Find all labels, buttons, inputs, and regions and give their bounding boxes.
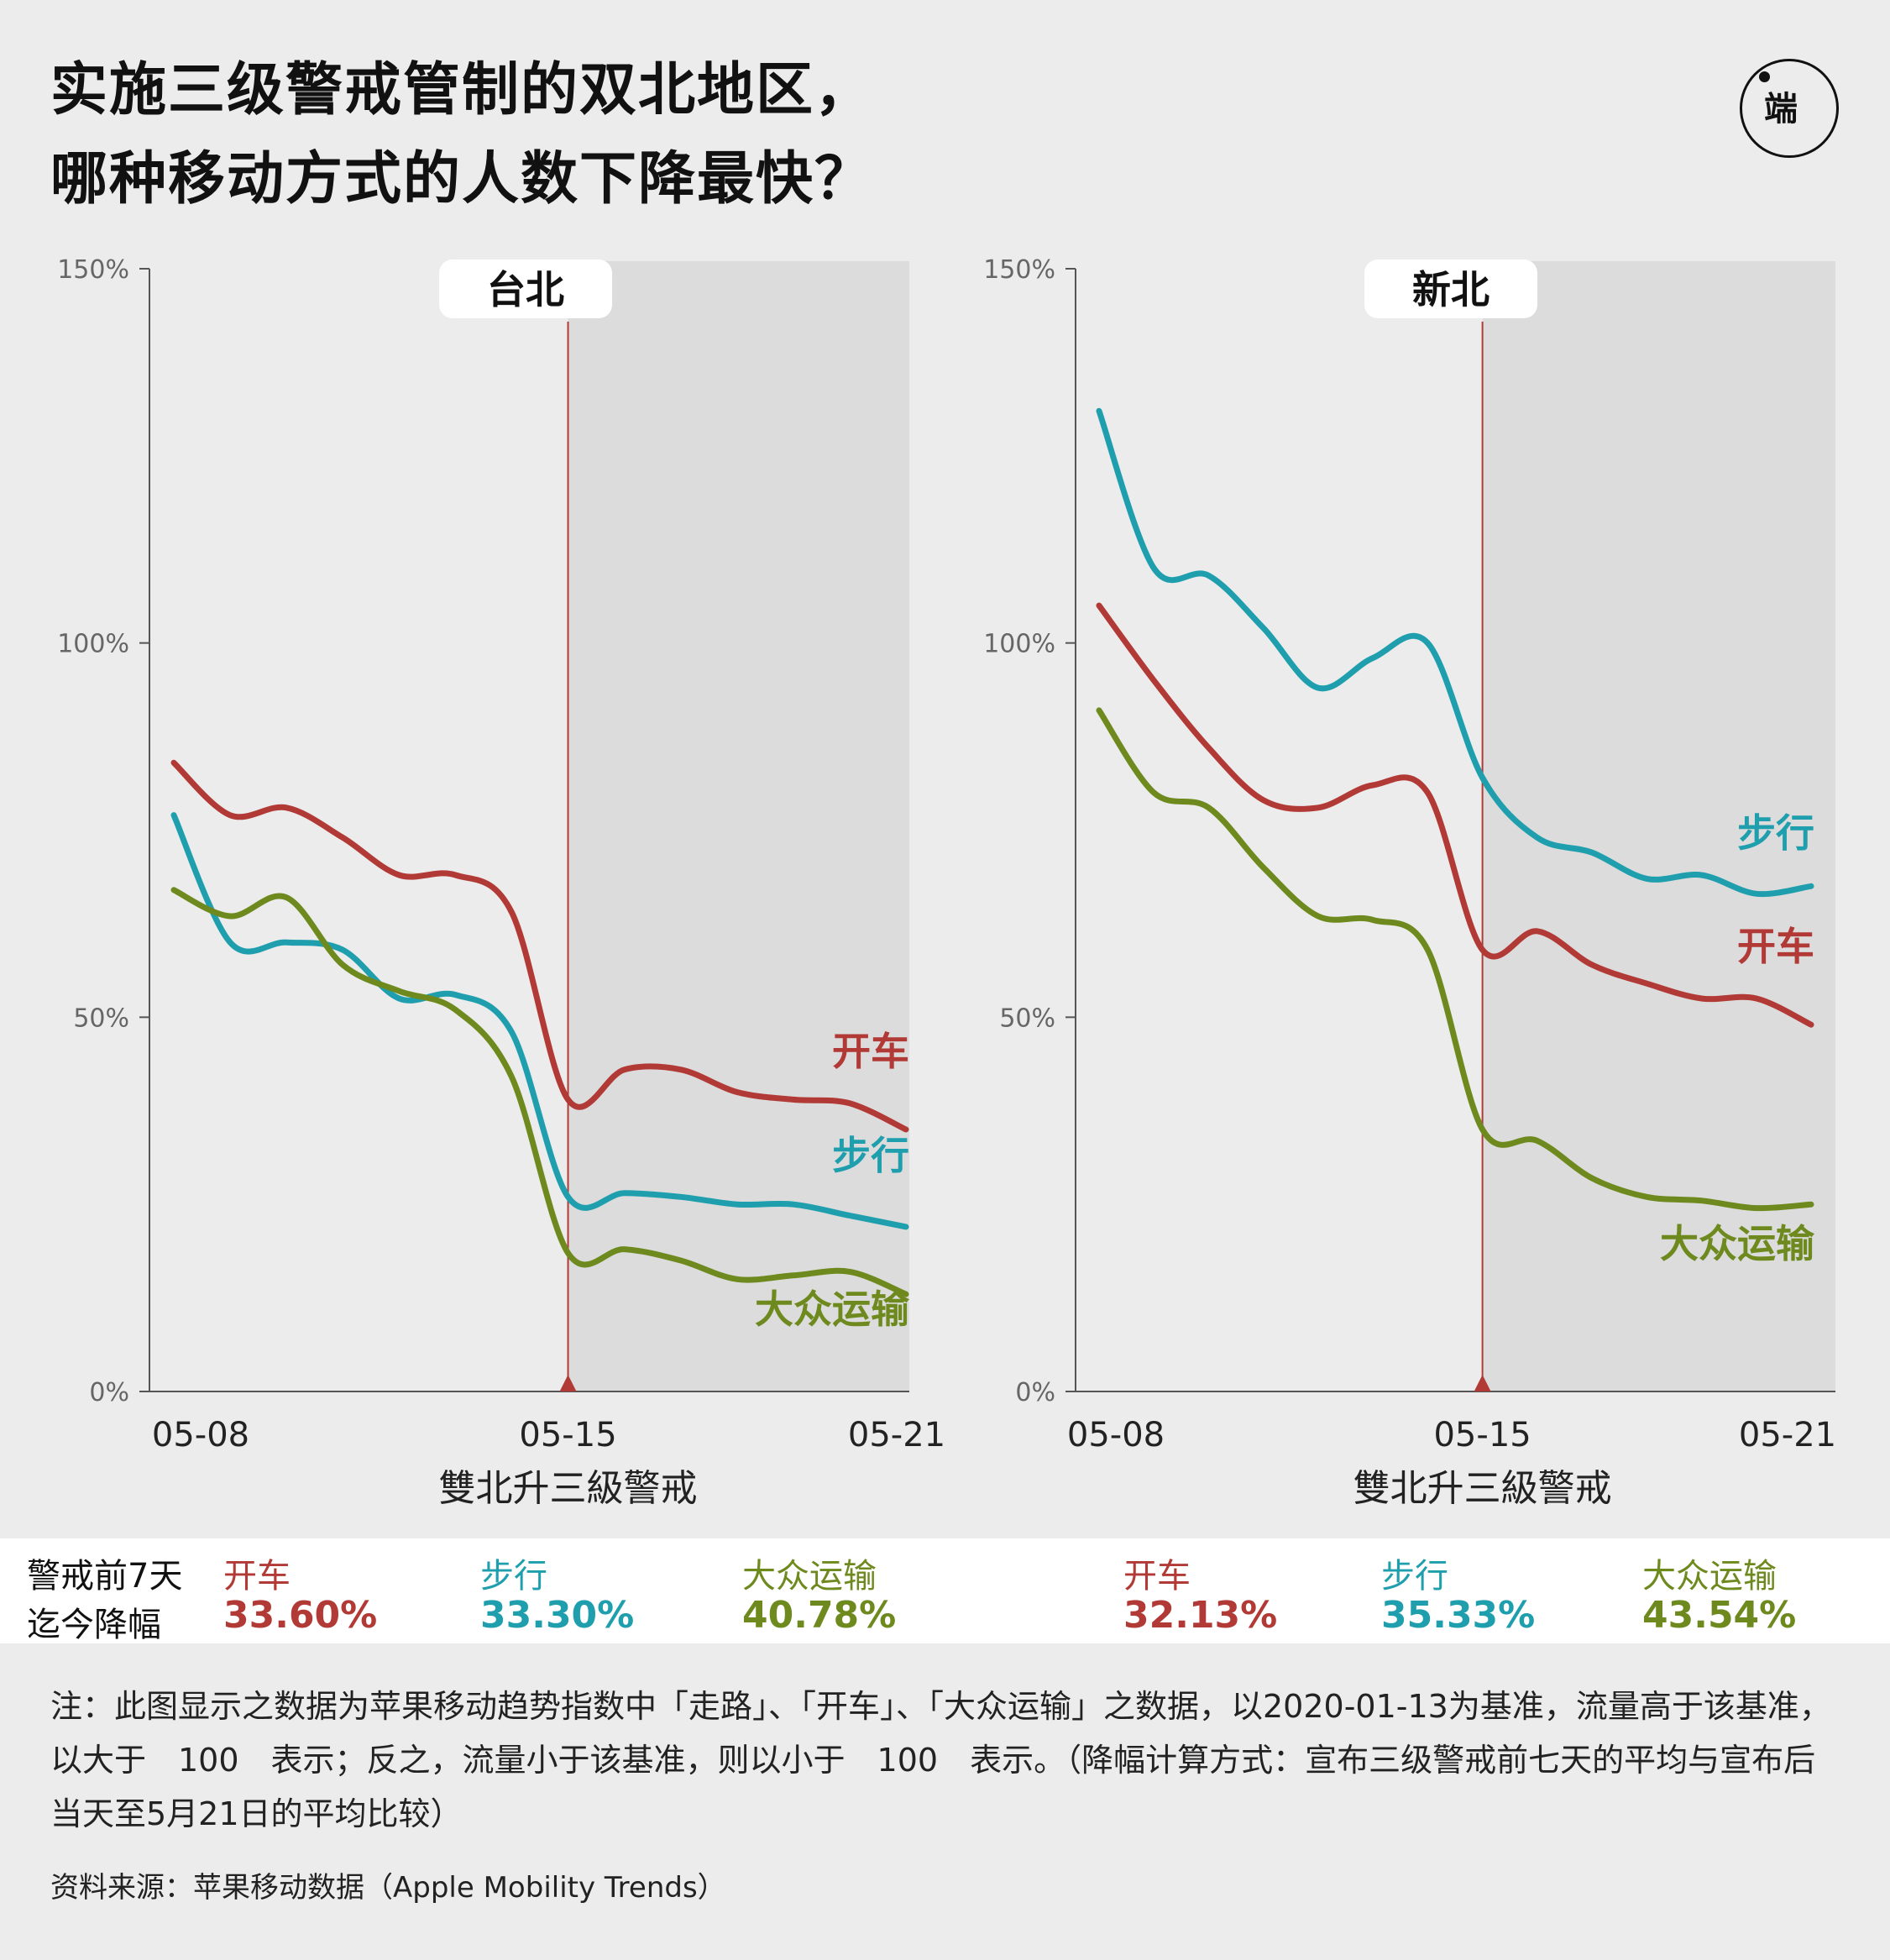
taipei-walk-name: 步行 (480, 1557, 547, 1596)
newtaipei-drive-name: 开车 (1123, 1557, 1191, 1596)
panel1-x-tick-label: 05-21 (848, 1416, 945, 1454)
taipei-walk-value: 33.30% (480, 1594, 635, 1637)
panel2-series-label-drive: 开车 (1737, 924, 1814, 969)
taipei-drive-name: 开车 (223, 1557, 291, 1596)
taipei-drive-value: 33.60% (223, 1594, 378, 1637)
panel2-series-line-drive (1096, 602, 1814, 1028)
logo-glyph: 端 (1764, 90, 1798, 128)
panel2-y-tick-label: 50% (999, 1004, 1055, 1033)
panel2-x-tick-label: 05-21 (1739, 1416, 1836, 1454)
panel2-series-line-walk (1096, 407, 1814, 898)
panel1-alert-marker-triangle (559, 1375, 577, 1391)
panel1-x-tick-label: 05-15 (519, 1416, 616, 1454)
newtaipei-transit-name: 大众运输 (1642, 1557, 1777, 1596)
panel1-alert-period-shade (568, 261, 909, 1391)
taipei-transit-name: 大众运输 (742, 1557, 877, 1596)
newtaipei-drive-value: 32.13% (1123, 1594, 1278, 1637)
newtaipei-transit-value: 43.54% (1642, 1594, 1797, 1637)
panel2-x-tick-label: 05-08 (1067, 1416, 1165, 1454)
panel2-x-tick-label: 05-15 (1433, 1416, 1531, 1454)
panel1-y-tick-label: 100% (57, 630, 129, 659)
panel2-x-axis-label: 雙北升三級警戒 (1353, 1467, 1612, 1510)
panel2-y-tick-label: 100% (983, 630, 1055, 659)
taipei-transit-value: 40.78% (742, 1594, 897, 1637)
panel2-y-tick-label: 150% (983, 255, 1055, 285)
panel1-series-label-transit: 大众运输 (755, 1287, 910, 1332)
panel2-series-label-walk: 步行 (1737, 810, 1814, 856)
panel2-series-line-transit (1096, 707, 1814, 1212)
panel2-y-tick-label: 0% (1015, 1378, 1055, 1407)
panel2-alert-period-shade (1482, 261, 1835, 1391)
panel1-y-tick-label: 150% (57, 255, 129, 285)
panel1-title-box (439, 259, 612, 318)
initium-logo-icon: 端 (1740, 59, 1839, 158)
panel1-x-axis-label: 雙北升三級警戒 (439, 1467, 698, 1510)
stats-row1-label: 警戒前7天 (27, 1557, 183, 1596)
stats-row2-label: 迄今降幅 (27, 1606, 161, 1644)
title-line-1: 实施三级警戒管制的双北地区， (50, 57, 874, 123)
page-title: 实施三级警戒管制的双北地区， 哪种移动方式的人数下降最快？ (50, 46, 873, 224)
newtaipei-walk-name: 步行 (1381, 1557, 1448, 1596)
panel2-series-label-transit: 大众运输 (1660, 1221, 1815, 1266)
panel1-y-tick-label: 50% (73, 1004, 129, 1033)
panel2-alert-marker-triangle (1474, 1375, 1491, 1391)
panel1-y-tick-label: 0% (89, 1378, 129, 1407)
title-line-2: 哪种移动方式的人数下降最快？ (50, 146, 874, 212)
panel1-x-tick-label: 05-08 (152, 1416, 249, 1454)
panel1-title: 台北 (487, 267, 564, 312)
stats-table: 警戒前7天 迄今降幅 开车 33.60% 步行 33.30% 大众运输 40.7… (0, 1538, 1890, 1644)
panel2-title: 新北 (1412, 267, 1489, 312)
source-credit: 资料来源：苹果移动数据（Apple Mobility Trends） (50, 1871, 726, 1905)
footnote: 注：此图显示之数据为苹果移动趋势指数中「走路」、「开车」、「大众运输」之数据，以… (50, 1688, 1831, 1832)
panel1-series-line-drive (170, 759, 909, 1133)
panel1-series-line-walk (170, 812, 909, 1230)
logo-dot (1759, 71, 1770, 82)
panel2-title-box (1364, 259, 1537, 318)
panel1-series-label-walk: 步行 (832, 1133, 909, 1178)
panel1-series-label-drive: 开车 (832, 1029, 909, 1074)
newtaipei-walk-value: 35.33% (1381, 1594, 1536, 1637)
panel1-series-line-transit (170, 887, 909, 1297)
